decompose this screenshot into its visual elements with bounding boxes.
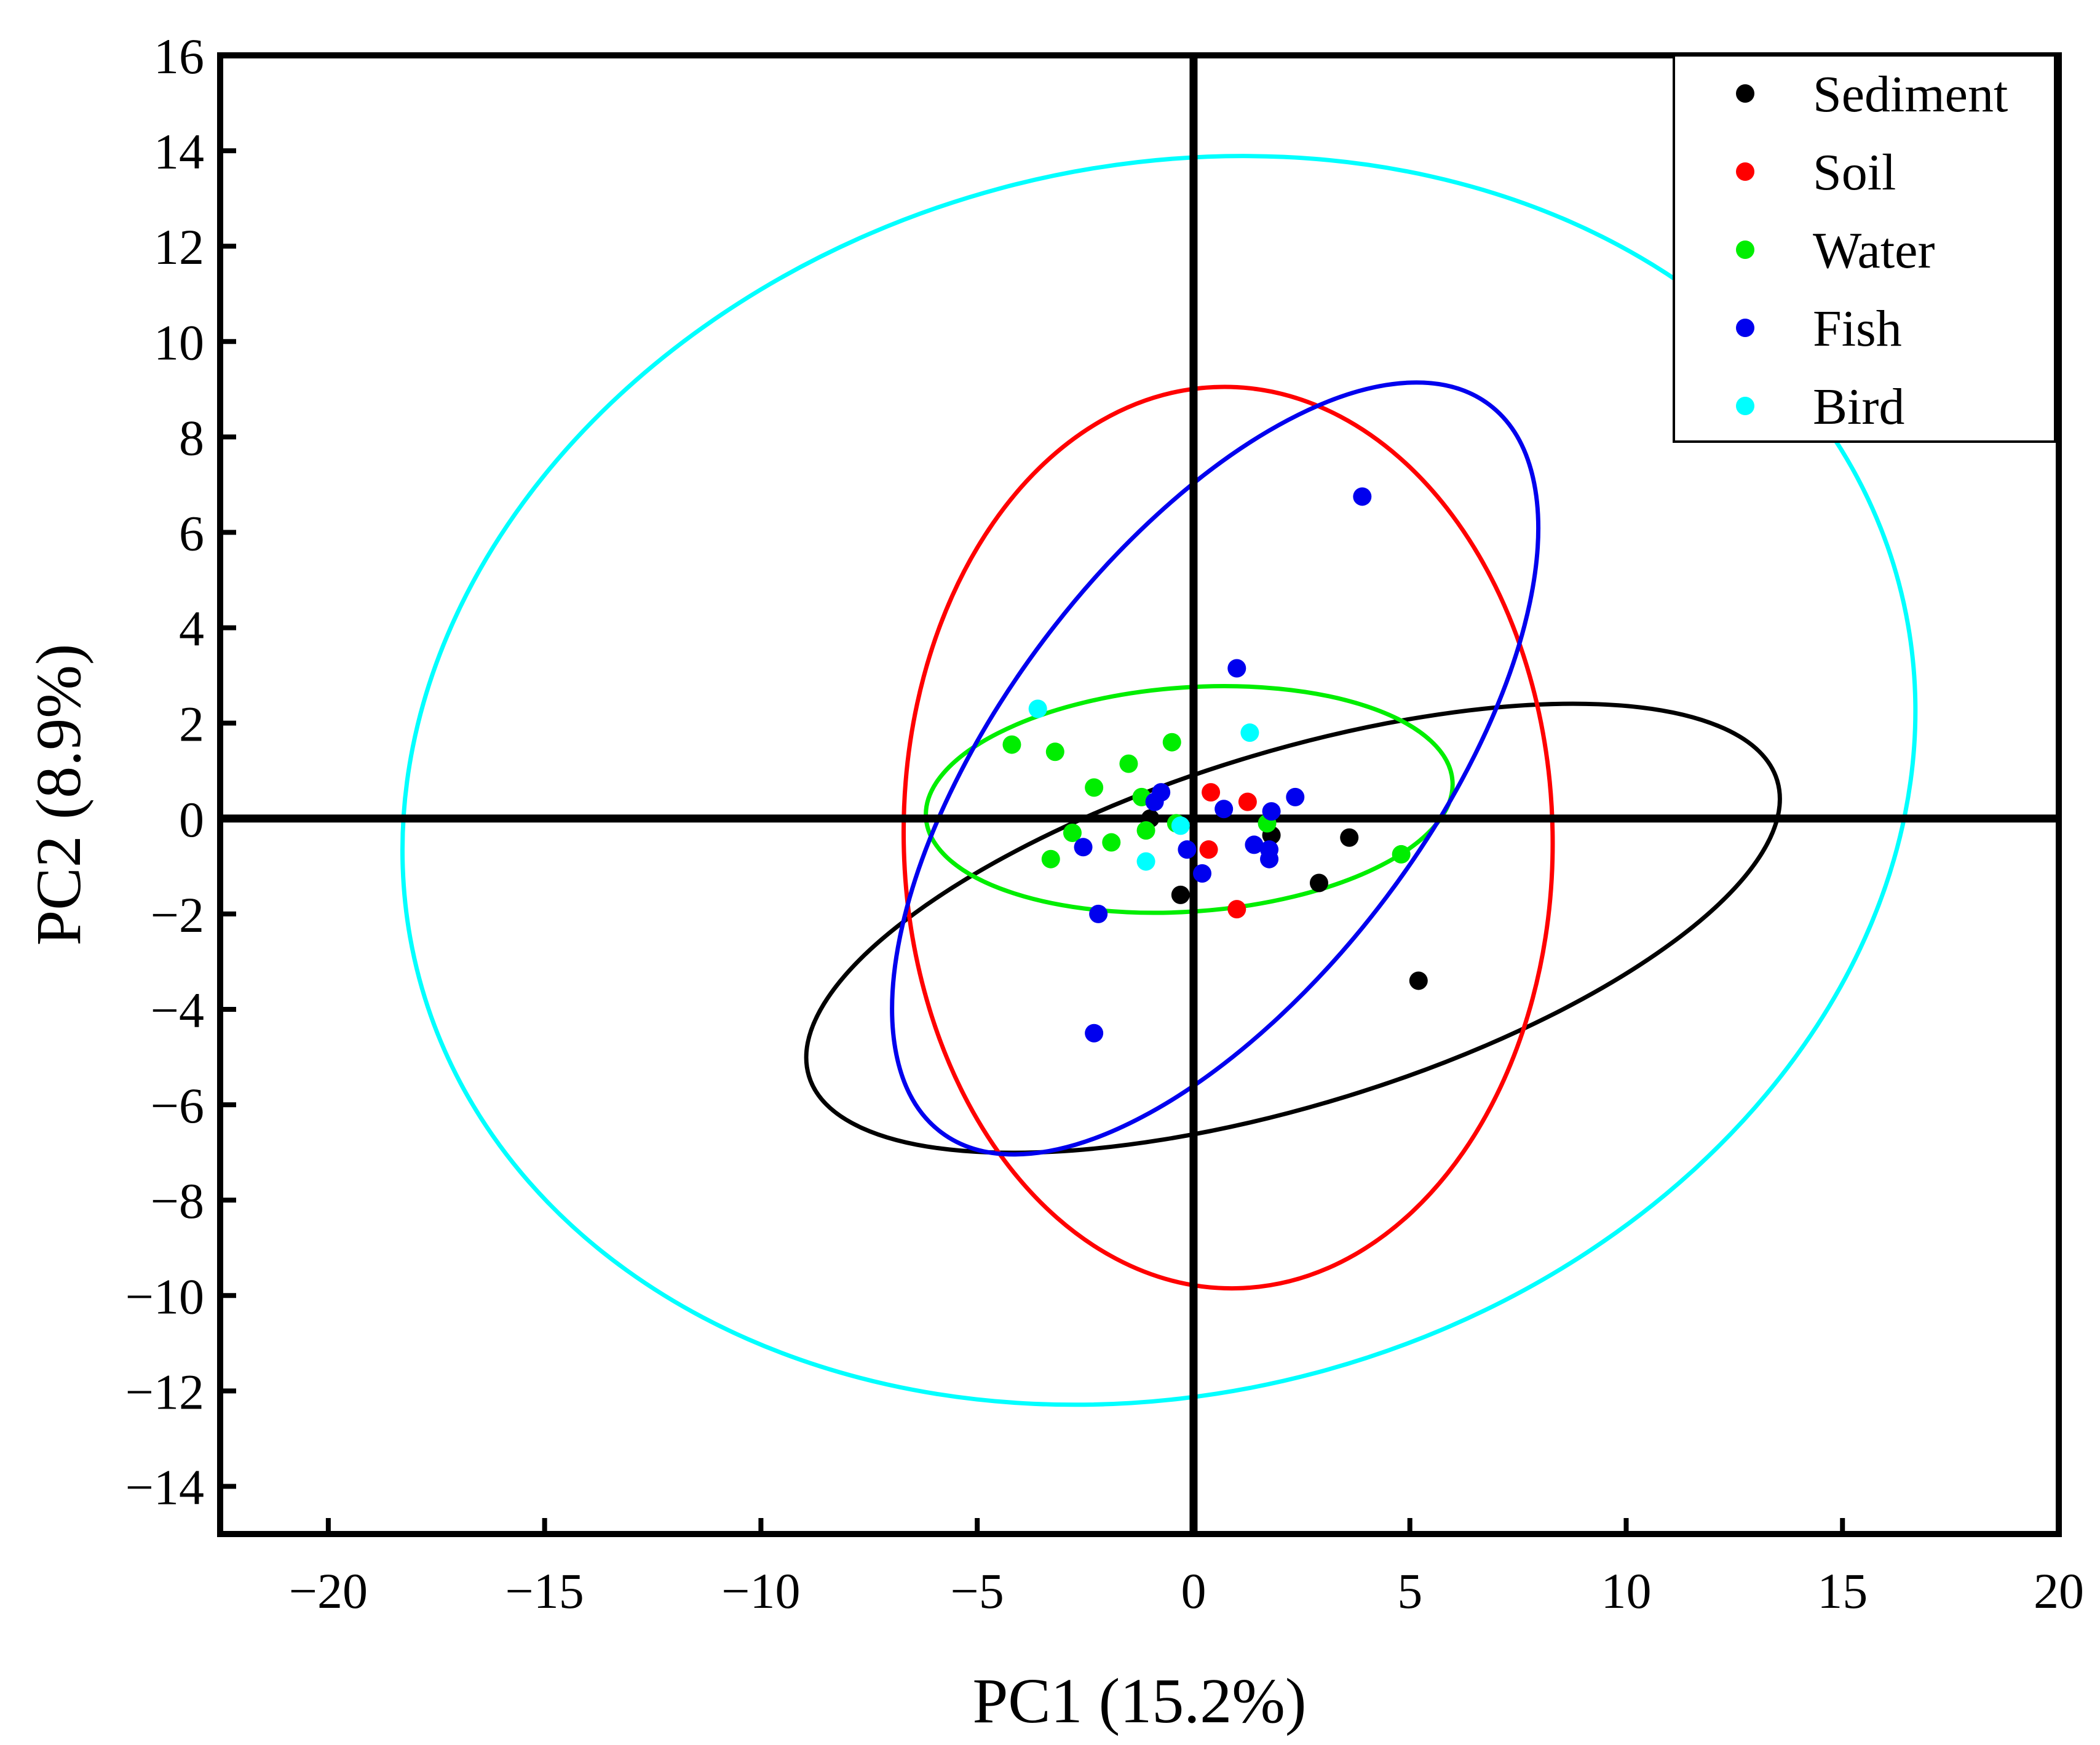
x-tick-label: 10 — [1601, 1563, 1651, 1619]
legend: Sediment Soil Water Fish Bird — [1673, 54, 2056, 443]
x-tick-label: −10 — [721, 1563, 800, 1619]
sediment-point — [1409, 971, 1428, 990]
fish-point — [1227, 659, 1246, 678]
x-tick-label: 15 — [1817, 1563, 1868, 1619]
y-tick-label: −4 — [151, 982, 204, 1038]
bird-ellipse — [400, 154, 1918, 1407]
soil-point — [1199, 840, 1218, 859]
bird-point — [1240, 723, 1259, 742]
y-tick-label: −2 — [151, 887, 204, 943]
confidence-ellipses — [400, 154, 1918, 1407]
water-point — [1002, 735, 1021, 754]
water-point — [1136, 821, 1155, 840]
x-tick-label: −15 — [505, 1563, 584, 1619]
y-tick-label: 14 — [154, 124, 204, 180]
legend-label-bird: Bird — [1813, 378, 1904, 435]
y-tick-label: −6 — [151, 1078, 204, 1134]
y-axis-label: PC2 (8.9%) — [23, 643, 94, 945]
y-tick-label: 2 — [179, 696, 204, 752]
soil-point — [1227, 900, 1246, 919]
fish-ellipse — [890, 380, 1540, 1157]
legend-label-water: Water — [1813, 222, 1935, 279]
sediment-point — [1309, 873, 1328, 892]
water-point — [1045, 742, 1064, 761]
legend-label-fish: Fish — [1813, 300, 1902, 357]
soil-point — [1202, 783, 1221, 802]
soil-ellipse — [901, 384, 1555, 1291]
fish-point — [1286, 787, 1305, 806]
y-tick-label: 8 — [179, 410, 204, 466]
x-tick-label: −20 — [289, 1563, 368, 1619]
fish-point — [1245, 835, 1264, 854]
bird-point — [1028, 699, 1047, 718]
fish-point — [1193, 864, 1212, 883]
x-tick-label: −5 — [951, 1563, 1004, 1619]
legend-marker-bird — [1736, 397, 1754, 415]
x-axis-label: PC1 (15.2%) — [972, 1666, 1306, 1736]
legend-label-soil: Soil — [1813, 144, 1896, 201]
fish-point — [1214, 800, 1234, 819]
fish-point — [1353, 487, 1372, 506]
plot-frame — [217, 52, 2062, 1537]
legend-label-sediment: Sediment — [1813, 66, 2008, 123]
fish-point — [1074, 838, 1093, 857]
y-tick-label: −12 — [125, 1364, 204, 1420]
legend-marker-water — [1736, 240, 1754, 259]
legend-marker-soil — [1736, 162, 1754, 181]
sediment-point — [1171, 885, 1190, 904]
y-tick-label: 16 — [154, 28, 204, 84]
sediment-ellipse — [804, 701, 1782, 1155]
bird-point — [1171, 816, 1190, 835]
soil-point — [1238, 792, 1257, 811]
water-point — [1063, 824, 1082, 843]
y-tick-label: 12 — [154, 219, 204, 275]
fish-point — [1260, 849, 1279, 869]
y-tick-label: 0 — [179, 792, 204, 848]
y-tick-label: 6 — [179, 505, 204, 561]
sediment-point — [1340, 828, 1359, 847]
x-tick-label: 5 — [1397, 1563, 1422, 1619]
y-tick-label: 10 — [154, 314, 204, 370]
water-point — [1041, 849, 1060, 869]
y-tick-label: −14 — [125, 1459, 204, 1515]
y-tick-label: −10 — [125, 1268, 204, 1324]
water-point — [1119, 754, 1138, 773]
water-point — [1102, 833, 1121, 852]
bird-point — [1136, 852, 1155, 871]
y-tick-label: −8 — [151, 1173, 204, 1229]
zero-reference-lines — [220, 55, 2059, 1534]
water-point — [1392, 845, 1411, 864]
data-points — [1002, 487, 1428, 1043]
legend-marker-sediment — [1736, 84, 1754, 103]
fish-point — [1178, 840, 1197, 859]
fish-point — [1085, 1024, 1104, 1043]
y-tick-label: 4 — [179, 601, 204, 657]
legend-marker-fish — [1736, 319, 1754, 337]
water-ellipse — [924, 684, 1455, 915]
fish-point — [1089, 904, 1108, 923]
x-tick-label: 20 — [2034, 1563, 2084, 1619]
fish-point — [1262, 802, 1281, 821]
fish-point — [1145, 792, 1164, 811]
x-tick-label: 0 — [1181, 1563, 1206, 1619]
water-point — [1162, 733, 1181, 752]
water-point — [1085, 778, 1104, 797]
axis-ticks: −20 −15 −10 −5 0 5 10 15 20−14−12−10−8−6−4−20246… — [125, 28, 2084, 1619]
